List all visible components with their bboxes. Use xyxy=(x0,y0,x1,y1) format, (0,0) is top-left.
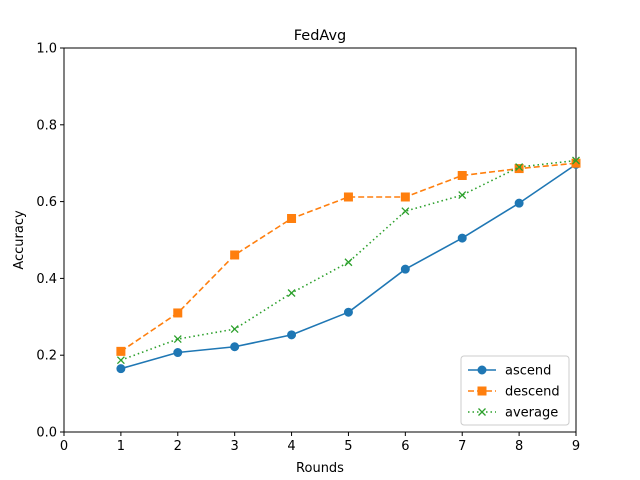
legend-label-average: average xyxy=(505,406,558,421)
legend-label-ascend: ascend xyxy=(505,364,551,379)
x-tick-label: 5 xyxy=(344,439,352,454)
data-point-ascend-8 xyxy=(514,198,524,208)
data-point-ascend-5 xyxy=(343,307,353,317)
series-line-descend xyxy=(120,162,577,353)
x-tick-label: 1 xyxy=(117,439,125,454)
data-point-average-4 xyxy=(287,289,296,297)
data-point-descend-7 xyxy=(457,170,467,180)
data-point-ascend-7 xyxy=(457,233,467,243)
legend-marker-ascend xyxy=(477,365,487,375)
legend-marker-average xyxy=(478,408,486,416)
x-tick-label: 4 xyxy=(287,439,295,454)
data-point-ascend-6 xyxy=(400,264,410,274)
legend-label-descend: descend xyxy=(505,385,560,400)
legend-marker-descend xyxy=(477,386,487,396)
data-point-average-7 xyxy=(458,191,467,200)
data-point-ascend-2 xyxy=(173,348,183,358)
data-point-average-9 xyxy=(572,156,580,165)
x-tick-label: 0 xyxy=(60,439,68,454)
legend-box xyxy=(460,355,570,426)
data-point-average-5 xyxy=(344,258,353,267)
y-tick-label: 0.0 xyxy=(36,426,57,441)
data-point-descend-5 xyxy=(343,192,353,202)
data-point-average-1 xyxy=(116,356,125,365)
plot-area: 0 1 2 3 4 5 6 7 8 9 0.0 0.2 0.4 0.6 0.8 1.0 ascend descen… xyxy=(36,42,581,454)
data-point-average-8 xyxy=(515,163,524,171)
data-point-average-6 xyxy=(401,207,410,216)
chart-title: FedAvg xyxy=(294,28,347,44)
data-point-descend-3 xyxy=(230,250,240,260)
y-tick-label: 1.0 xyxy=(36,42,57,57)
x-tick-label: 9 xyxy=(572,439,580,454)
x-axis-label: Rounds xyxy=(296,461,344,476)
data-point-descend-1 xyxy=(116,346,126,356)
data-point-ascend-4 xyxy=(287,330,297,340)
data-point-average-3 xyxy=(230,325,239,334)
data-point-descend-2 xyxy=(173,308,183,318)
data-point-descend-8 xyxy=(514,164,524,174)
y-axis-label: Accuracy xyxy=(12,210,27,270)
data-point-descend-4 xyxy=(287,213,297,223)
y-tick-label: 0.4 xyxy=(36,272,57,287)
x-tick-label: 8 xyxy=(515,439,523,454)
y-tick-label: 0.2 xyxy=(36,349,57,364)
y-tick-label: 0.8 xyxy=(36,118,57,133)
axes-frame xyxy=(63,47,577,433)
x-tick-label: 7 xyxy=(458,439,466,454)
data-point-ascend-1 xyxy=(116,364,126,374)
legend: ascend descend average xyxy=(460,355,570,426)
x-tick-label: 2 xyxy=(174,439,182,454)
x-tick-label: 6 xyxy=(401,439,409,454)
x-tick-label: 3 xyxy=(231,439,239,454)
series-line-average xyxy=(120,159,577,361)
data-point-descend-6 xyxy=(400,192,410,202)
data-point-average-2 xyxy=(173,335,182,344)
data-point-ascend-3 xyxy=(230,342,240,352)
y-tick-label: 0.6 xyxy=(36,195,57,210)
data-point-descend-9 xyxy=(571,158,581,168)
